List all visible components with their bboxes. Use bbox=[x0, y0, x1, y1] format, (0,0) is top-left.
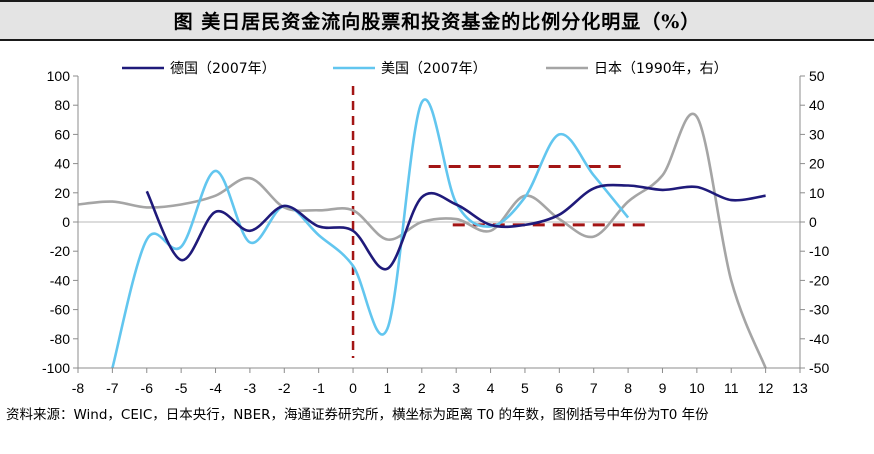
legend-label-2: 日本（1990年，右） bbox=[594, 61, 728, 77]
axes: 100806040200-20-40-60-80-10050403020100-… bbox=[42, 68, 829, 396]
right-tick-label-0: 50 bbox=[809, 68, 825, 84]
right-tick-label-3: 20 bbox=[809, 156, 825, 172]
x-tick-label-16: 8 bbox=[624, 380, 632, 396]
left-tick-label-1: 80 bbox=[54, 97, 70, 113]
right-tick-label-10: -50 bbox=[809, 360, 829, 376]
x-tick-label-17: 9 bbox=[659, 380, 667, 396]
series-lines bbox=[77, 98, 767, 369]
legend-label-1: 美国（2007年） bbox=[381, 61, 487, 77]
left-tick-label-9: -80 bbox=[50, 331, 70, 347]
x-tick-label-1: -7 bbox=[106, 380, 119, 396]
x-tick-label-2: -6 bbox=[141, 380, 154, 396]
x-tick-label-21: 13 bbox=[792, 380, 808, 396]
left-tick-label-5: 0 bbox=[62, 214, 70, 230]
right-tick-label-8: -30 bbox=[809, 302, 829, 318]
x-tick-label-0: -8 bbox=[72, 380, 85, 396]
x-tick-label-5: -3 bbox=[244, 380, 257, 396]
left-tick-label-7: -40 bbox=[50, 272, 70, 288]
series-line-2 bbox=[77, 112, 767, 369]
x-tick-label-6: -2 bbox=[278, 380, 291, 396]
line-chart: 100806040200-20-40-60-80-10050403020100-… bbox=[42, 61, 829, 396]
left-tick-label-0: 100 bbox=[47, 68, 71, 84]
left-tick-label-10: -100 bbox=[42, 360, 70, 376]
right-tick-label-6: -10 bbox=[809, 243, 829, 259]
x-tick-label-10: 2 bbox=[418, 380, 426, 396]
right-tick-label-7: -20 bbox=[809, 272, 829, 288]
left-tick-label-6: -20 bbox=[50, 243, 70, 259]
x-tick-label-20: 12 bbox=[758, 380, 774, 396]
x-tick-label-18: 10 bbox=[689, 380, 705, 396]
left-tick-label-2: 60 bbox=[54, 126, 70, 142]
legend: 德国（2007年） 美国（2007年） 日本（1990年，右） bbox=[122, 61, 728, 77]
x-tick-label-13: 5 bbox=[521, 380, 529, 396]
left-tick-label-8: -60 bbox=[50, 302, 70, 318]
x-tick-label-8: 0 bbox=[349, 380, 357, 396]
source-note: 资料来源：Wind，CEIC，日本央行，NBER，海通证券研究所，横坐标为距离 … bbox=[6, 407, 709, 423]
legend-label-0: 德国（2007年） bbox=[170, 61, 276, 77]
right-tick-label-2: 30 bbox=[809, 126, 825, 142]
right-tick-label-5: 0 bbox=[809, 214, 817, 230]
x-tick-label-15: 7 bbox=[590, 380, 598, 396]
x-tick-label-4: -4 bbox=[209, 380, 222, 396]
right-tick-label-1: 40 bbox=[809, 97, 825, 113]
left-tick-label-3: 40 bbox=[54, 156, 70, 172]
right-tick-label-4: 10 bbox=[809, 185, 825, 201]
x-tick-label-12: 4 bbox=[487, 380, 495, 396]
x-tick-label-7: -1 bbox=[312, 380, 325, 396]
series-line-0 bbox=[145, 183, 766, 271]
left-tick-label-4: 20 bbox=[54, 185, 70, 201]
right-tick-label-9: -40 bbox=[809, 331, 829, 347]
x-tick-label-14: 6 bbox=[555, 380, 563, 396]
x-tick-label-9: 1 bbox=[384, 380, 392, 396]
x-tick-label-11: 3 bbox=[452, 380, 460, 396]
series-line-1 bbox=[111, 98, 630, 369]
x-tick-label-3: -5 bbox=[175, 380, 188, 396]
chart-title: 图 美日居民资金流向股票和投资基金的比例分化明显（%） bbox=[0, 0, 874, 41]
x-tick-label-19: 11 bbox=[724, 380, 739, 396]
